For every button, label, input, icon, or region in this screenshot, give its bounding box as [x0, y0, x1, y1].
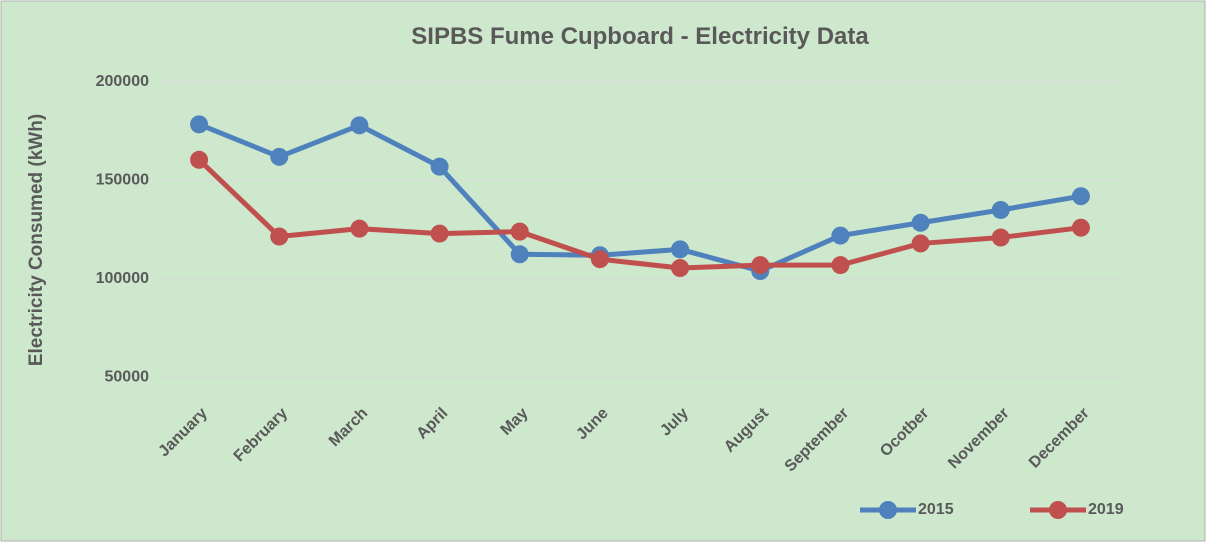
series-line	[197, 157, 1082, 271]
chart-title: SIPBS Fume Cupboard - Electricity Data	[411, 23, 869, 50]
y-tick-label: 50000	[105, 369, 150, 386]
legend-label: 2019	[1088, 501, 1124, 518]
data-point	[1071, 187, 1090, 206]
data-point	[350, 219, 369, 238]
legend-marker	[879, 501, 897, 519]
data-point	[190, 115, 209, 134]
data-point	[1071, 218, 1090, 237]
y-axis-title: Electricity Consumed (kWh)	[26, 114, 47, 366]
data-point	[671, 240, 690, 259]
data-point	[911, 234, 930, 253]
data-point	[270, 227, 289, 246]
data-point	[430, 157, 449, 176]
data-point	[671, 259, 690, 278]
data-point	[350, 116, 369, 135]
data-point	[991, 200, 1010, 219]
legend-marker	[1049, 501, 1067, 519]
data-point	[190, 150, 209, 169]
data-point	[590, 250, 609, 269]
y-tick-label: 200000	[96, 73, 149, 90]
data-point	[831, 226, 850, 245]
data-point	[510, 245, 529, 264]
data-point	[270, 147, 289, 166]
data-point	[831, 256, 850, 275]
y-tick-label: 100000	[96, 270, 149, 287]
legend-label: 2015	[918, 501, 954, 518]
series-line	[198, 122, 1082, 274]
data-point	[751, 256, 770, 275]
y-tick-label: 150000	[96, 172, 149, 189]
data-point	[911, 213, 930, 232]
data-point	[991, 228, 1010, 247]
data-point	[430, 224, 449, 243]
data-point	[510, 222, 529, 241]
